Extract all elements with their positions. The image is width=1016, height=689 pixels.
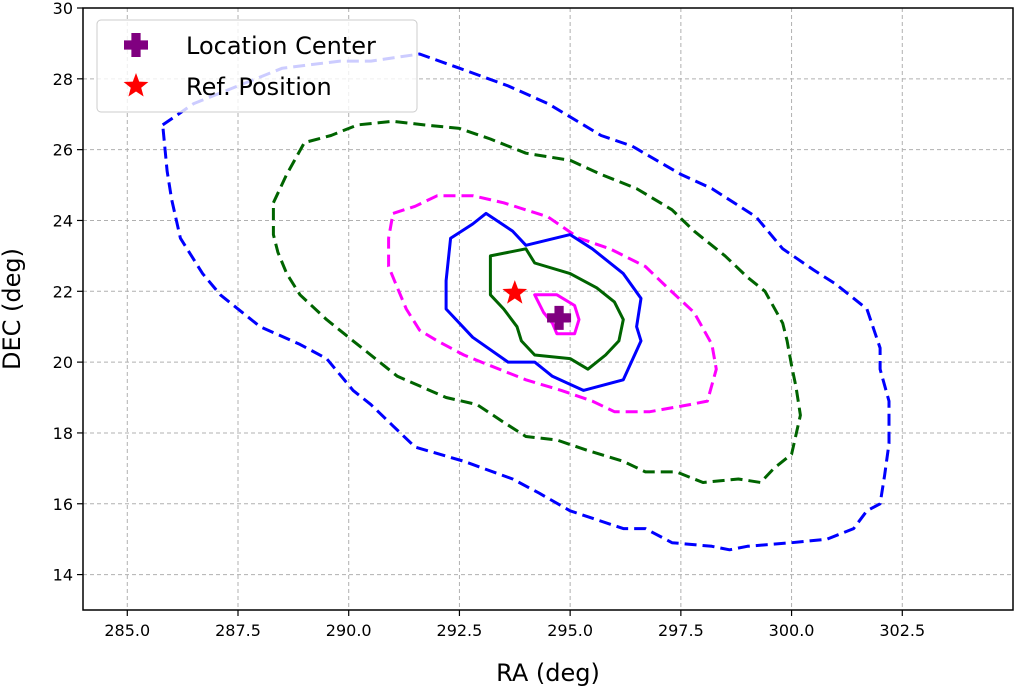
y-tick-label: 20 bbox=[53, 353, 73, 372]
contour-blue-solid bbox=[444, 211, 643, 392]
location-center-marker bbox=[547, 305, 572, 330]
ref-position-marker bbox=[502, 280, 528, 304]
legend-label: Ref. Position bbox=[186, 73, 332, 101]
plot-frame bbox=[82, 7, 1014, 611]
legend-marker-plus bbox=[124, 33, 148, 57]
y-tick-label: 28 bbox=[53, 70, 73, 89]
y-tick-label: 18 bbox=[53, 424, 73, 443]
x-axis-label: RA (deg) bbox=[496, 659, 600, 687]
data-points bbox=[502, 280, 572, 330]
legend-box bbox=[96, 19, 418, 113]
y-tick-label: 22 bbox=[53, 282, 73, 301]
contour-magenta-dashed bbox=[387, 194, 718, 414]
contour-blue-dashed bbox=[161, 52, 891, 552]
y-tick-label: 26 bbox=[53, 141, 73, 160]
x-tick-label: 285.0 bbox=[104, 621, 150, 640]
y-tick-label: 14 bbox=[53, 566, 73, 585]
contour-green-dashed bbox=[271, 119, 802, 484]
y-axis-label: DEC (deg) bbox=[0, 248, 26, 370]
y-tick-label: 24 bbox=[53, 211, 73, 230]
x-tick-label: 300.0 bbox=[769, 621, 815, 640]
contour-lines bbox=[161, 52, 891, 552]
contour-magenta-solid bbox=[533, 293, 581, 336]
x-tick-label: 295.0 bbox=[547, 621, 593, 640]
x-tick-label: 297.5 bbox=[658, 621, 704, 640]
contour-green-solid bbox=[488, 247, 625, 371]
legend: Location Center Ref. Position bbox=[96, 19, 418, 113]
x-tick-label: 302.5 bbox=[879, 621, 925, 640]
legend-label: Location Center bbox=[186, 32, 376, 60]
y-tick-label: 30 bbox=[53, 0, 73, 18]
y-tick-label: 16 bbox=[53, 495, 73, 514]
legend-marker-star bbox=[123, 73, 149, 97]
x-tick-label: 290.0 bbox=[326, 621, 372, 640]
x-tick-label: 292.5 bbox=[437, 621, 483, 640]
x-tick-label: 287.5 bbox=[215, 621, 261, 640]
axis-ticks: 285.0 287.5 290.0 292.5 295.0 297.5 300.0 302.5… bbox=[53, 0, 926, 640]
